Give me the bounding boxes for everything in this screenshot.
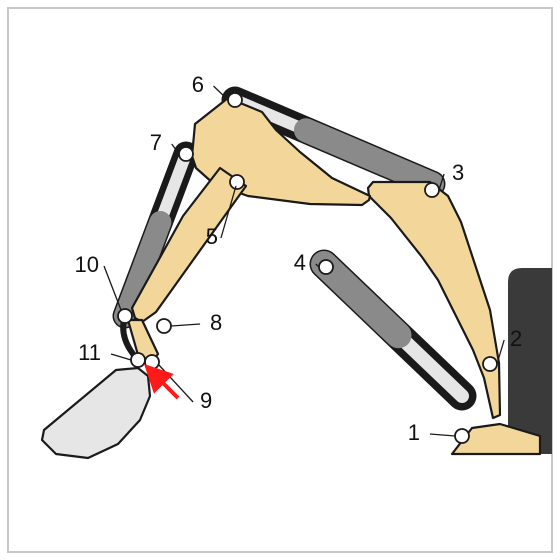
pivot-p7: [179, 147, 193, 161]
pivot-p6: [228, 93, 242, 107]
label-6: 6: [192, 72, 204, 97]
pivot-p10: [118, 309, 132, 323]
label-4: 4: [294, 250, 306, 275]
pivot-p8: [157, 319, 171, 333]
pivot-p9: [145, 355, 159, 369]
pivot-p4: [319, 260, 333, 274]
label-5: 5: [206, 224, 218, 249]
label-8: 8: [210, 310, 222, 335]
pivot-p2: [483, 357, 497, 371]
label-2: 2: [510, 326, 522, 351]
pivot-p5: [230, 175, 244, 189]
label-9: 9: [200, 388, 212, 413]
pivot-p3: [425, 183, 439, 197]
label-1: 1: [408, 420, 420, 445]
pivot-p11: [131, 353, 145, 367]
excavator-diagram: 1 2 3 4 5 6 7 8 9 10 11: [0, 0, 560, 560]
label-7: 7: [150, 130, 162, 155]
label-10: 10: [75, 252, 99, 277]
pivot-p1: [455, 429, 469, 443]
label-3: 3: [452, 160, 464, 185]
label-11: 11: [78, 340, 101, 365]
cab-silhouette: [508, 268, 552, 454]
